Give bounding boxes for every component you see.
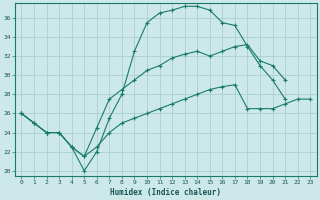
- X-axis label: Humidex (Indice chaleur): Humidex (Indice chaleur): [110, 188, 221, 197]
